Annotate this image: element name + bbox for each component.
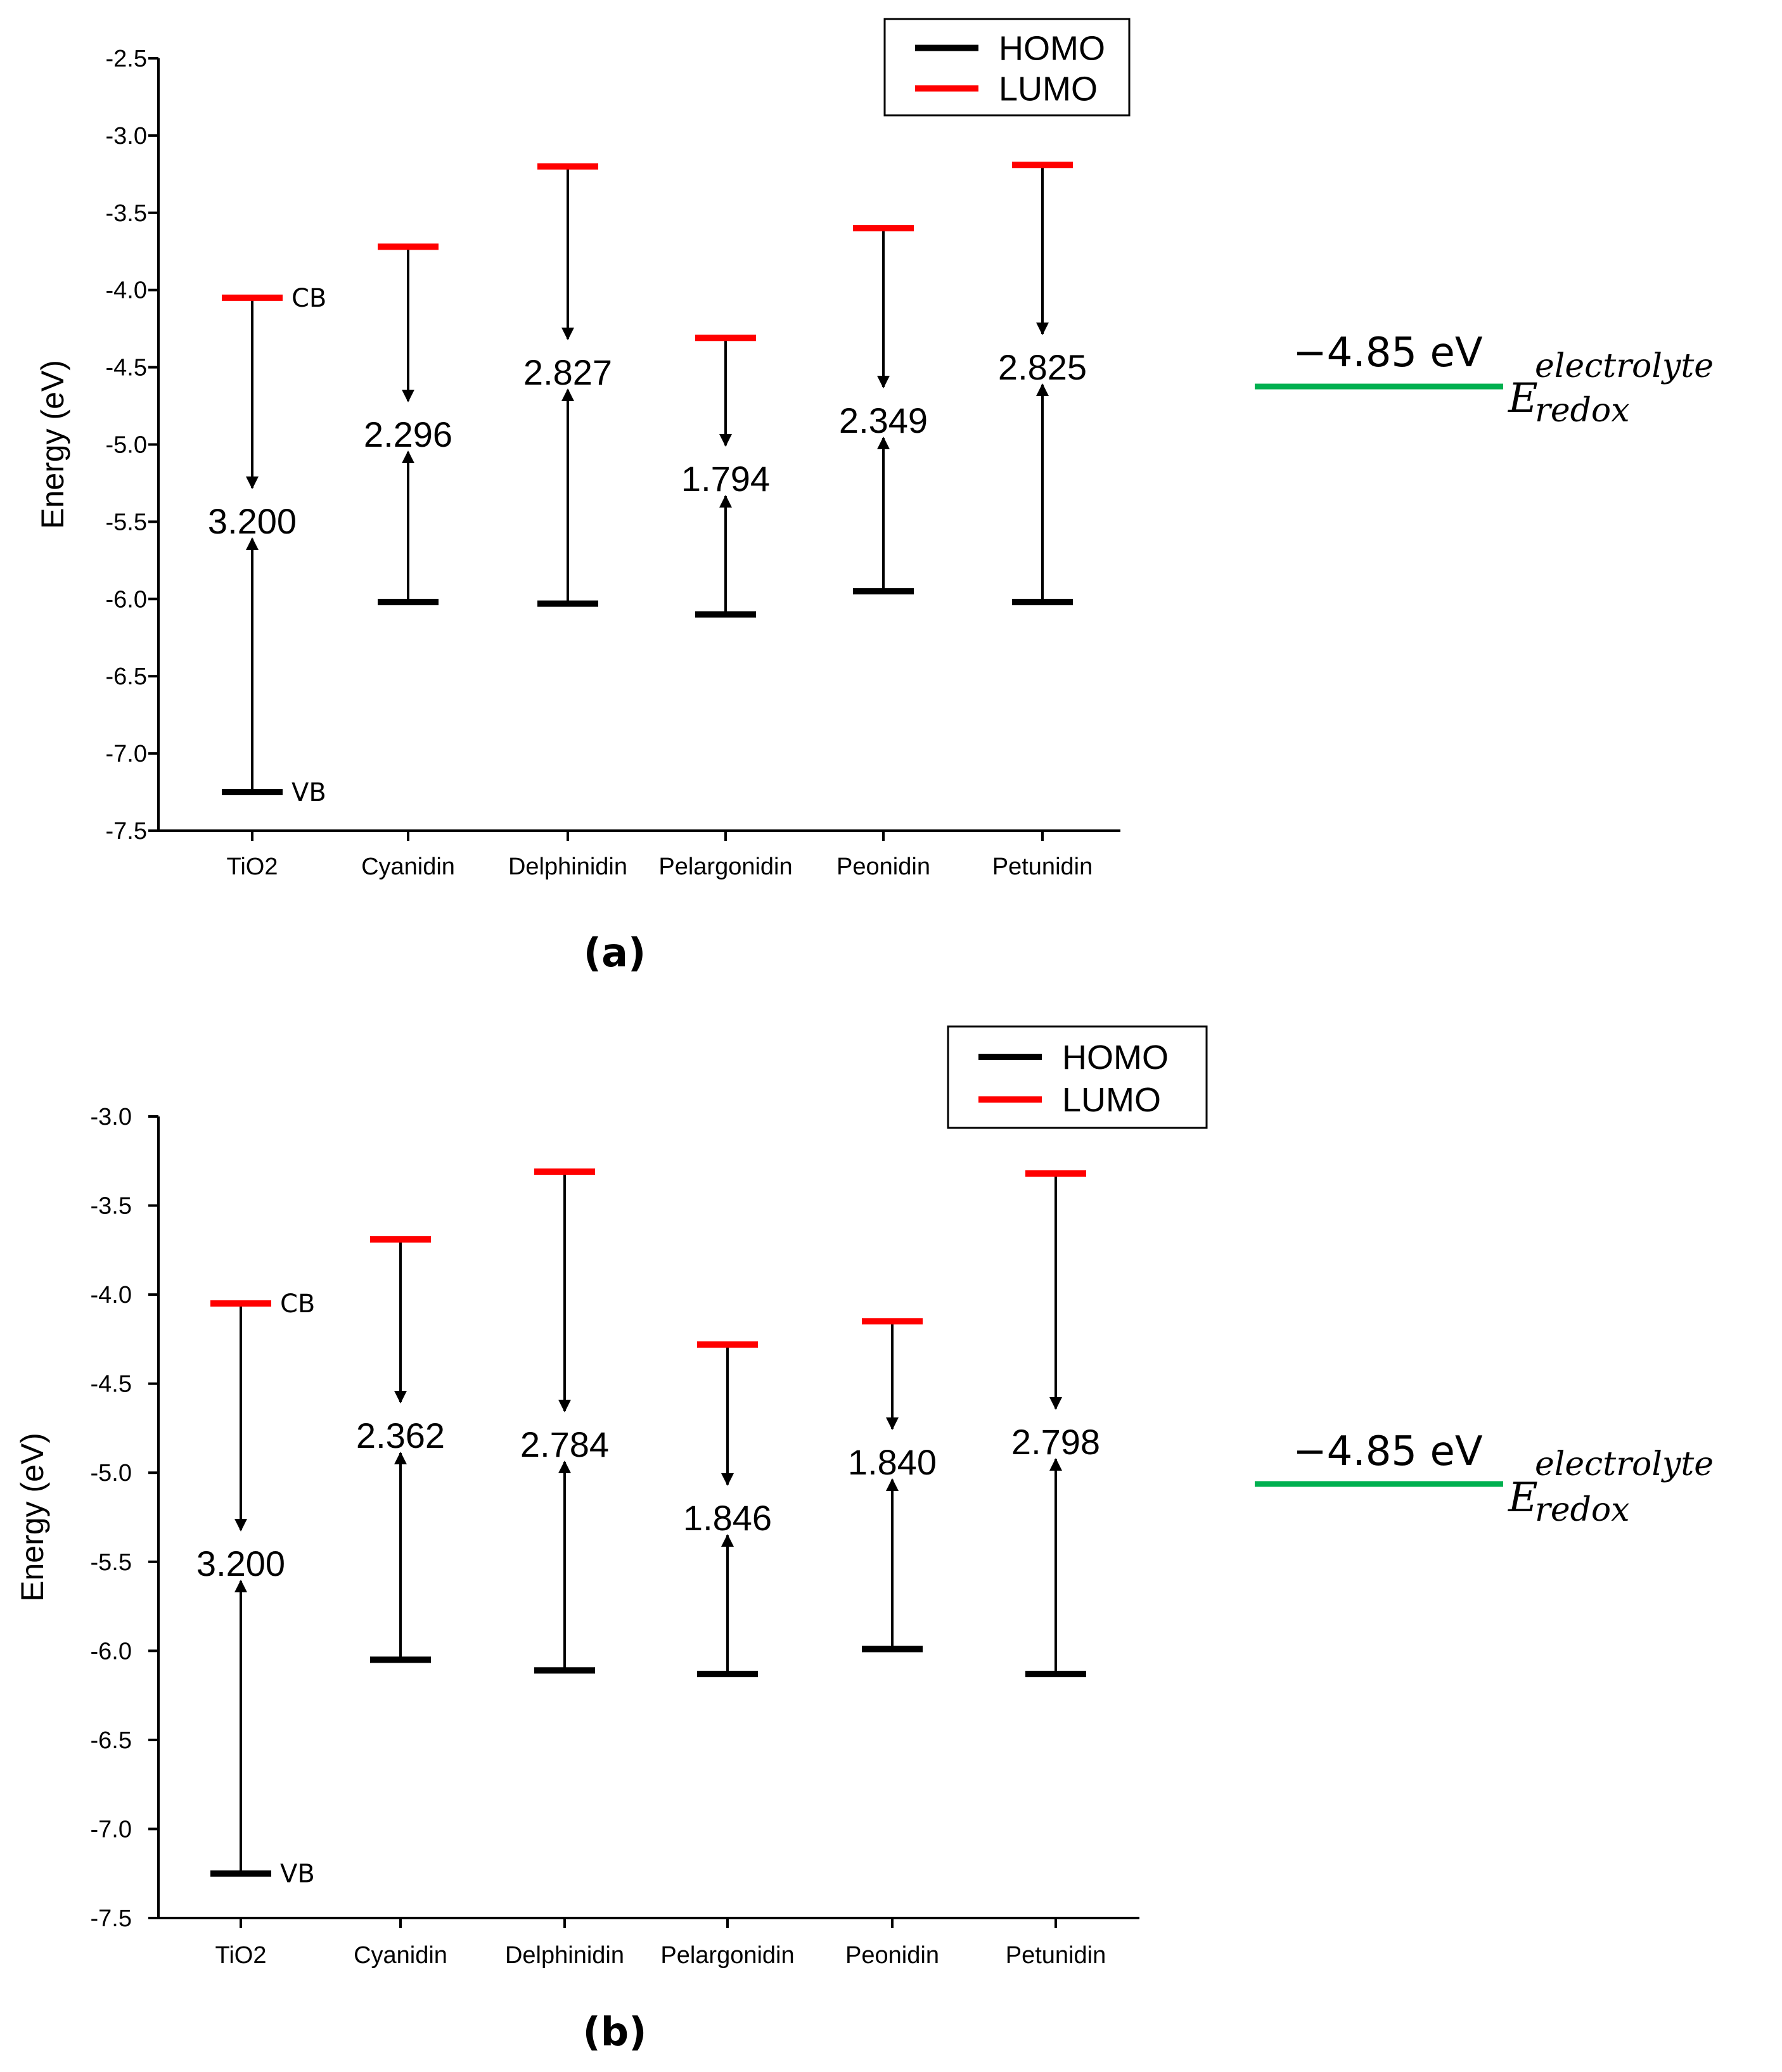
redox-symbol: E xyxy=(1508,1474,1538,1521)
y-tick-label: -4.0 xyxy=(106,278,147,304)
legend-label-homo: HOMO xyxy=(999,30,1105,68)
band-gap-label: 2.784 xyxy=(520,1424,609,1464)
x-tick-label: Pelargonidin xyxy=(660,1942,794,1969)
x-tick-label: Peonidin xyxy=(837,854,930,880)
legend-box xyxy=(947,1025,1208,1129)
y-tick-label: -6.0 xyxy=(106,586,147,613)
legend-box xyxy=(883,18,1131,117)
y-tick-label: -4.0 xyxy=(91,1282,132,1308)
y-tick-label: -7.5 xyxy=(91,1905,132,1932)
y-tick-label: -7.0 xyxy=(91,1816,132,1843)
legend-label-lumo: LUMO xyxy=(1062,1081,1161,1119)
redox-superscript: electrolyte xyxy=(1535,347,1714,385)
band-gap-label: 2.349 xyxy=(839,400,928,440)
conduction-band-label: CB xyxy=(292,284,326,313)
y-tick-label: -3.0 xyxy=(91,1104,132,1130)
redox-symbol: E xyxy=(1508,375,1538,422)
chart-panel-b: -3.0 -3.5 -4.0 -4.5 -5.0 -5.5 -6.0 -6.5 -7.0 -7.5… xyxy=(15,1025,1714,2055)
y-tick-label: -4.5 xyxy=(106,355,147,381)
band-gap-label: 3.200 xyxy=(196,1544,285,1583)
y-tick-label: -4.5 xyxy=(91,1371,132,1398)
x-tick-label: TiO2 xyxy=(215,1942,267,1969)
y-tick-label: -7.0 xyxy=(106,741,147,767)
legend-label-homo: HOMO xyxy=(1062,1039,1169,1077)
y-tick-label: -3.0 xyxy=(106,123,147,150)
y-tick-label: -5.0 xyxy=(106,432,147,459)
band-gap-label: 2.825 xyxy=(998,347,1087,387)
valence-band-label: VB xyxy=(292,778,326,807)
x-tick-label: Delphinidin xyxy=(508,854,627,880)
valence-band-label: VB xyxy=(280,1860,315,1889)
y-tick-label: -6.0 xyxy=(91,1638,132,1665)
y-tick-label: -5.5 xyxy=(106,509,147,535)
x-tick-label: TiO2 xyxy=(227,854,278,880)
x-tick-label: Cyanidin xyxy=(354,1942,447,1969)
y-tick-label: -5.0 xyxy=(91,1460,132,1487)
y-tick-label: -2.5 xyxy=(106,46,147,72)
band-gap-label: 2.296 xyxy=(364,414,452,454)
y-tick-label: -7.5 xyxy=(106,818,147,845)
redox-subscript: redox xyxy=(1535,1491,1630,1529)
redox-superscript: electrolyte xyxy=(1535,1445,1714,1483)
y-tick-label: -3.5 xyxy=(91,1193,132,1220)
y-tick-label: -5.5 xyxy=(91,1549,132,1576)
legend-label-lumo: LUMO xyxy=(999,70,1098,108)
band-gap-label: 3.200 xyxy=(208,501,297,541)
band-gap-label: 1.794 xyxy=(681,459,770,499)
band-gap-label: 2.827 xyxy=(523,352,612,392)
chart-panel-a: -2.5 -3.0 -3.5 -4.0 -4.5 -5.0 -5.5 -6.0 -6.5 -7.0… xyxy=(35,18,1714,976)
y-axis-label: Energy (eV) xyxy=(35,360,70,529)
y-tick-label: -6.5 xyxy=(91,1727,132,1754)
redox-subscript: redox xyxy=(1535,392,1630,430)
y-tick-label: -3.5 xyxy=(106,200,147,227)
band-gap-label: 1.846 xyxy=(683,1498,772,1538)
redox-value: −4.85 eV xyxy=(1293,329,1483,376)
x-tick-label: Peonidin xyxy=(845,1942,939,1969)
panel-label: (b) xyxy=(582,2009,646,2055)
band-gap-label: 2.362 xyxy=(356,1416,445,1455)
x-tick-label: Pelargonidin xyxy=(658,854,792,880)
conduction-band-label: CB xyxy=(280,1289,315,1319)
x-tick-label: Delphinidin xyxy=(505,1942,624,1969)
y-tick-label: -6.5 xyxy=(106,663,147,690)
x-tick-label: Petunidin xyxy=(992,854,1093,880)
x-tick-label: Cyanidin xyxy=(361,854,455,880)
panel-label: (a) xyxy=(584,930,646,976)
band-gap-label: 2.798 xyxy=(1011,1422,1100,1462)
band-gap-label: 1.840 xyxy=(848,1442,937,1482)
x-tick-label: Petunidin xyxy=(1006,1942,1106,1969)
legend: HOMO LUMO xyxy=(947,1025,1208,1129)
y-axis-label: Energy (eV) xyxy=(15,1433,50,1602)
redox-value: −4.85 eV xyxy=(1293,1428,1483,1475)
